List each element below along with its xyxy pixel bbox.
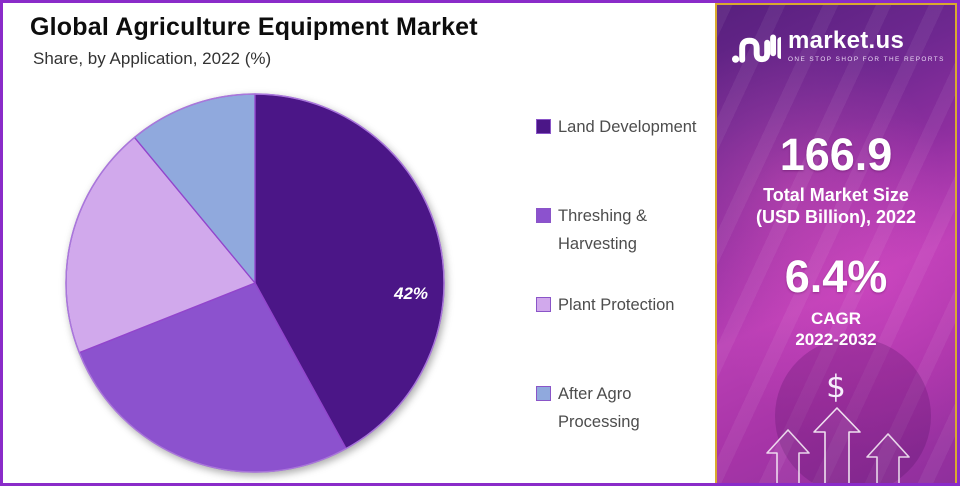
growth-arrows-icon <box>766 407 910 483</box>
marketus-logo-icon <box>731 34 781 63</box>
cagr-label: CAGR <box>810 309 862 328</box>
dollar-icon: $ <box>826 369 846 405</box>
legend-swatch <box>536 297 551 312</box>
legend-item-land-development: Land Development <box>536 113 706 202</box>
legend-item-after-agro-processing: After Agro Processing <box>536 380 706 469</box>
pie-slice-label: 42% <box>393 284 429 303</box>
legend-item-plant-protection: Plant Protection <box>536 291 706 380</box>
chart-subtitle: Share, by Application, 2022 (%) <box>33 49 272 68</box>
legend-item-threshing-harvesting: Threshing & Harvesting <box>536 202 706 291</box>
brand-tagline: ONE STOP SHOP FOR THE REPORTS <box>788 56 945 63</box>
legend-swatch <box>536 386 551 401</box>
cagr-value: 6.4% <box>784 251 888 302</box>
pie-chart <box>65 93 445 473</box>
legend-label: After Agro Processing <box>558 385 640 431</box>
legend-swatch <box>536 208 551 223</box>
market-size-label-line1: Total Market Size <box>763 185 909 205</box>
chart-area: Global Agriculture Equipment Market Shar… <box>3 3 721 483</box>
brand-text-block: market.us ONE STOP SHOP FOR THE REPORTS <box>788 27 945 64</box>
brand-logo: market.us ONE STOP SHOP FOR THE REPORTS <box>731 24 945 68</box>
page-title: Global Agriculture Equipment Market <box>30 13 478 41</box>
cagr-period: 2022-2032 <box>795 330 877 349</box>
sidebar-panel: market.us ONE STOP SHOP FOR THE REPORTS … <box>715 3 957 483</box>
legend-label: Threshing & Harvesting <box>558 207 647 253</box>
market-size-label-line2: (USD Billion), 2022 <box>755 207 917 227</box>
legend-label: Plant Protection <box>558 296 675 314</box>
legend-label: Land Development <box>558 118 697 136</box>
market-size-value: 166.9 <box>779 129 893 180</box>
brand-name: market.us <box>788 27 905 54</box>
pie-rim <box>65 93 445 473</box>
legend-swatch <box>536 119 551 134</box>
legend: Land Development Threshing & Harvesting Pl… <box>536 113 706 469</box>
